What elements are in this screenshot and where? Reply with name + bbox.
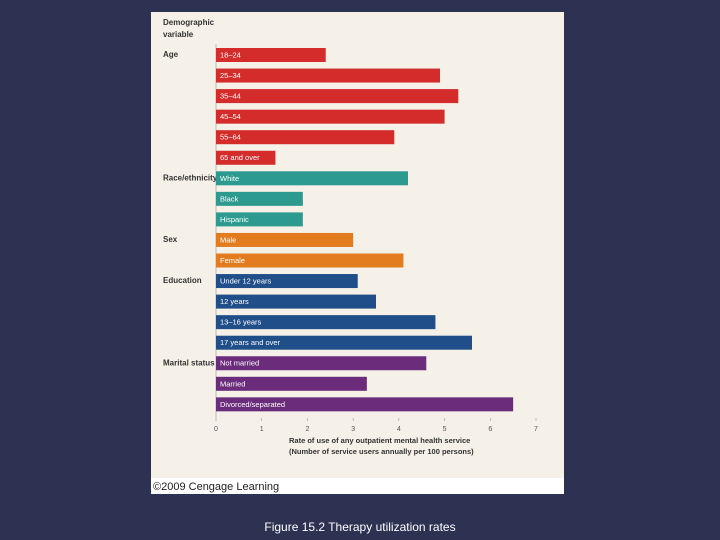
y-header: Demographic (163, 18, 215, 27)
bar (216, 356, 427, 371)
bar (216, 376, 367, 391)
bar (216, 315, 436, 330)
bar (216, 130, 395, 145)
bar (216, 68, 440, 83)
category-label: Female (220, 256, 245, 265)
category-label: Under 12 years (220, 277, 272, 286)
group-label: Race/ethnicity (163, 173, 218, 182)
y-header: variable (163, 30, 194, 39)
bar (216, 253, 404, 268)
bar (216, 150, 276, 165)
x-axis-label: Rate of use of any outpatient mental hea… (289, 436, 470, 445)
category-label: 65 and over (220, 153, 260, 162)
category-label: Black (220, 194, 239, 203)
category-label: White (220, 174, 239, 183)
x-tick-label: 3 (351, 426, 355, 433)
category-label: Divorced/separated (220, 400, 285, 409)
bar (216, 89, 459, 104)
category-label: Hispanic (220, 215, 249, 224)
bar (216, 232, 354, 247)
bar (216, 109, 445, 124)
bar (216, 335, 472, 350)
bar (216, 48, 326, 62)
bar (216, 171, 408, 186)
x-tick-label: 5 (443, 426, 447, 433)
category-label: 13–16 years (220, 318, 262, 327)
figure-panel (151, 12, 564, 494)
category-label: 55–64 (220, 133, 241, 142)
bar (216, 274, 358, 289)
category-label: Male (220, 235, 236, 244)
x-tick-label: 1 (260, 426, 264, 433)
category-label: Married (220, 379, 245, 388)
group-label: Sex (163, 235, 178, 244)
category-label: 17 years and over (220, 338, 281, 347)
x-axis-label: (Number of service users annually per 10… (289, 447, 474, 456)
category-label: 25–34 (220, 71, 241, 80)
x-tick-label: 7 (534, 426, 538, 433)
x-tick-label: 2 (305, 426, 309, 433)
caption: Figure 15.2 Therapy utilization rates (264, 520, 455, 534)
copyright: ©2009 Cengage Learning (153, 481, 279, 493)
x-tick-label: 4 (397, 426, 401, 433)
credit-strip (151, 478, 564, 494)
category-label: 18–24 (220, 50, 241, 59)
x-tick-label: 6 (488, 426, 492, 433)
category-label: Not married (220, 359, 259, 368)
group-label: Age (163, 50, 179, 59)
group-label: Education (163, 276, 202, 285)
bar (216, 397, 514, 412)
bar (216, 191, 303, 206)
bar (216, 212, 303, 227)
category-label: 45–54 (220, 112, 241, 121)
x-tick-label: 0 (214, 426, 218, 433)
group-label: Marital status (163, 358, 215, 367)
category-label: 12 years (220, 297, 249, 306)
bar (216, 294, 376, 309)
category-label: 35–44 (220, 92, 241, 101)
